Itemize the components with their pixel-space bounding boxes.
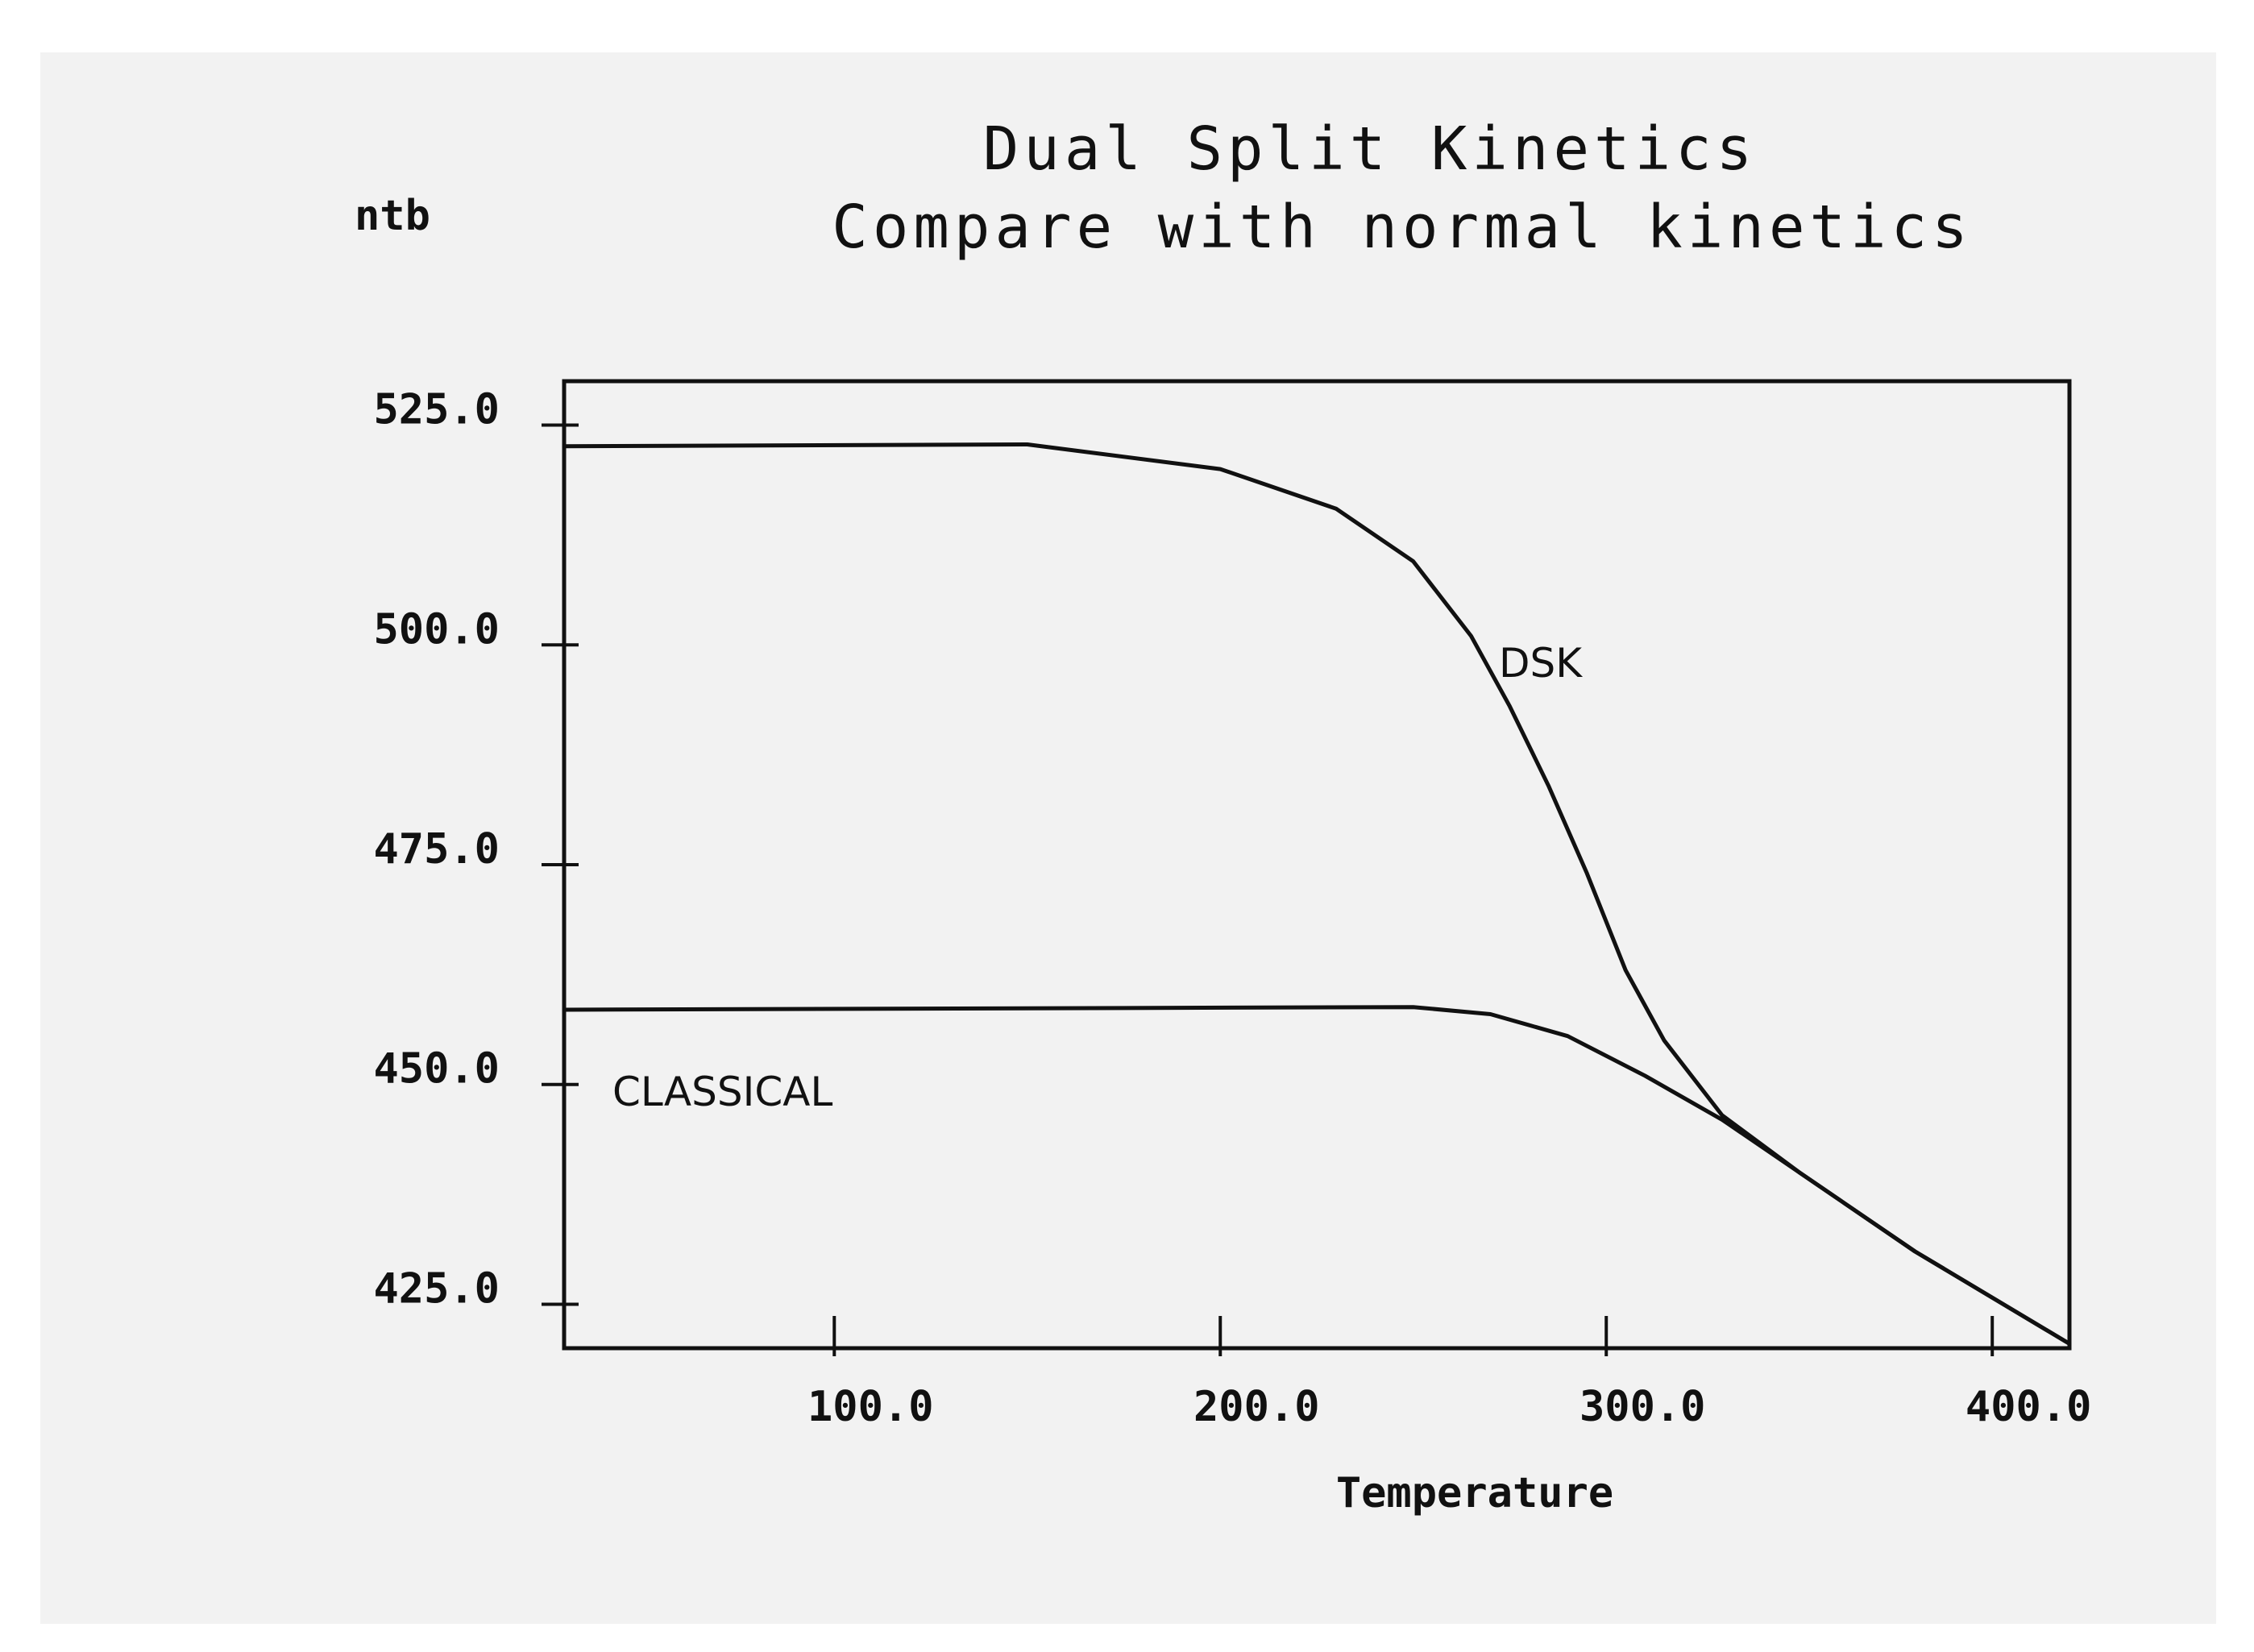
y-axis-label: ntb xyxy=(355,192,430,240)
series-label-dsk: DSK xyxy=(1499,640,1583,687)
chart-subtitle: Compare with normal kinetics xyxy=(832,193,1972,262)
x-tick-label-400.0: 400.0 xyxy=(1966,1383,2092,1431)
y-tick-label-525.0: 525.0 xyxy=(373,386,500,434)
series-lines xyxy=(562,442,2072,1346)
x-axis-label: Temperature xyxy=(1336,1469,1613,1517)
y-tick-label-425.0: 425.0 xyxy=(373,1264,500,1313)
x-tick-label-300.0: 300.0 xyxy=(1579,1383,1706,1431)
x-tick-label-200.0: 200.0 xyxy=(1193,1383,1320,1431)
chart-title: Dual Split Kinetics xyxy=(983,114,1757,184)
x-tick-label-100.0: 100.0 xyxy=(807,1383,934,1431)
y-tick-label-450.0: 450.0 xyxy=(373,1045,500,1094)
series-label-classical: CLASSICAL xyxy=(612,1069,832,1115)
series-line-dsk xyxy=(562,442,2072,1346)
series-line-classical xyxy=(562,1005,2072,1346)
x-axis-ticks: 100.0 200.0 300.0 400.0 xyxy=(807,1316,2091,1431)
y-tick-label-475.0: 475.0 xyxy=(373,825,500,874)
y-axis-ticks: 425.0 450.0 475.0 500.0 525.0 xyxy=(373,386,579,1313)
y-tick-label-500.0: 500.0 xyxy=(373,605,500,654)
chart-background xyxy=(40,52,2216,1624)
